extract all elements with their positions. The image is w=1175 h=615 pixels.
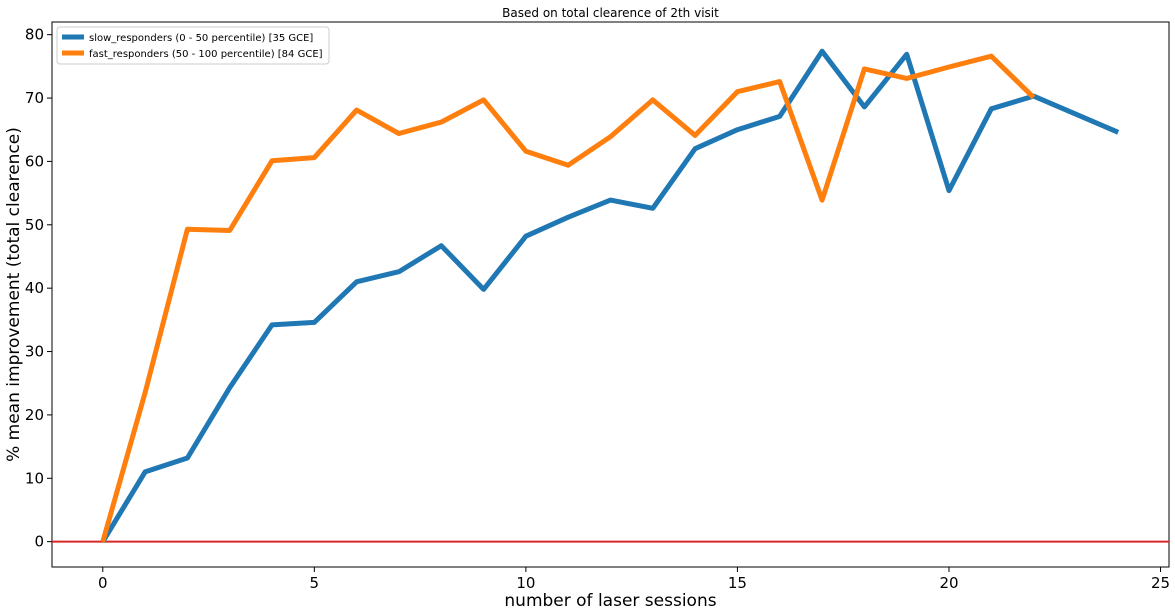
axes-layer: 0 5 10 15 20 25 0 10 20 30 40 50 60 70 80 xyxy=(25,26,1170,592)
legend-label: fast_responders (50 - 100 percentile) [8… xyxy=(89,49,323,60)
y-tick-label: 20 xyxy=(25,406,44,424)
x-tick-label: 15 xyxy=(728,574,747,592)
x-tick-label: 10 xyxy=(516,574,535,592)
x-axis-label: number of laser sessions xyxy=(504,591,716,611)
y-tick-label: 60 xyxy=(25,152,44,170)
series-line-slow-responders xyxy=(100,48,1120,543)
y-tick-label: 10 xyxy=(25,469,44,487)
x-tick-label: 0 xyxy=(98,574,108,592)
y-tick-label: 40 xyxy=(25,279,44,297)
x-tick-label: 20 xyxy=(939,574,958,592)
legend: slow_responders (0 - 50 percentile) [35 … xyxy=(56,26,330,65)
series-layer xyxy=(100,48,1120,543)
y-axis-label: % mean improvement (total clearence) xyxy=(4,127,24,462)
y-tick-label: 70 xyxy=(25,89,44,107)
x-tick-label: 25 xyxy=(1151,574,1170,592)
chart-title: Based on total clearence of 2th visit xyxy=(502,6,719,20)
y-tick-label: 30 xyxy=(25,343,44,361)
legend-frame xyxy=(56,26,330,65)
y-tick-label: 50 xyxy=(25,216,44,234)
y-tick-label: 0 xyxy=(34,533,44,551)
series-line-fast-responders xyxy=(100,53,1036,543)
y-tick-label: 80 xyxy=(25,26,44,44)
legend-label: slow_responders (0 - 50 percentile) [35 … xyxy=(89,33,313,44)
plot-area xyxy=(51,21,1170,568)
x-tick-label: 5 xyxy=(310,574,320,592)
